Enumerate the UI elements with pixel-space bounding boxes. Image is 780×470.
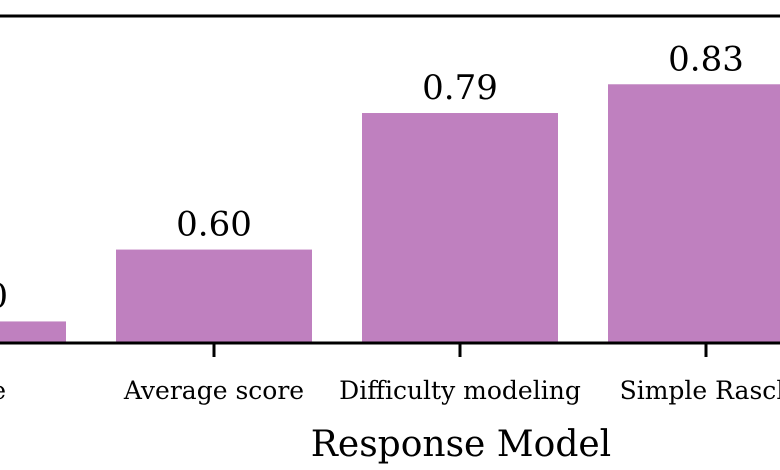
x-tick-labels-group: e Average score Difficulty modeling Simple …: [0, 376, 780, 405]
bar-3: [608, 84, 780, 344]
plot-area: 0 0.60 0.79 0.83 e Average score Difficulty m…: [0, 14, 780, 405]
value-label-1: 0.60: [176, 205, 252, 245]
bar-1: [116, 249, 312, 343]
bar-0: [0, 321, 66, 343]
value-labels-group: 0 0.60 0.79 0.83: [0, 39, 744, 316]
bar-2: [362, 113, 558, 344]
x-tick-label-0: e: [0, 376, 6, 405]
x-ticks-group: [212, 343, 708, 357]
x-tick-label-2: Difficulty modeling: [339, 376, 581, 405]
value-label-0: 0: [0, 276, 8, 316]
value-label-2: 0.79: [422, 68, 498, 108]
x-tick-label-3: Simple Rasch: [620, 376, 780, 405]
value-label-3: 0.83: [668, 39, 744, 79]
bars-group: [0, 84, 780, 344]
x-axis-title: Response Model: [311, 424, 611, 465]
x-tick-label-1: Average score: [123, 376, 304, 405]
